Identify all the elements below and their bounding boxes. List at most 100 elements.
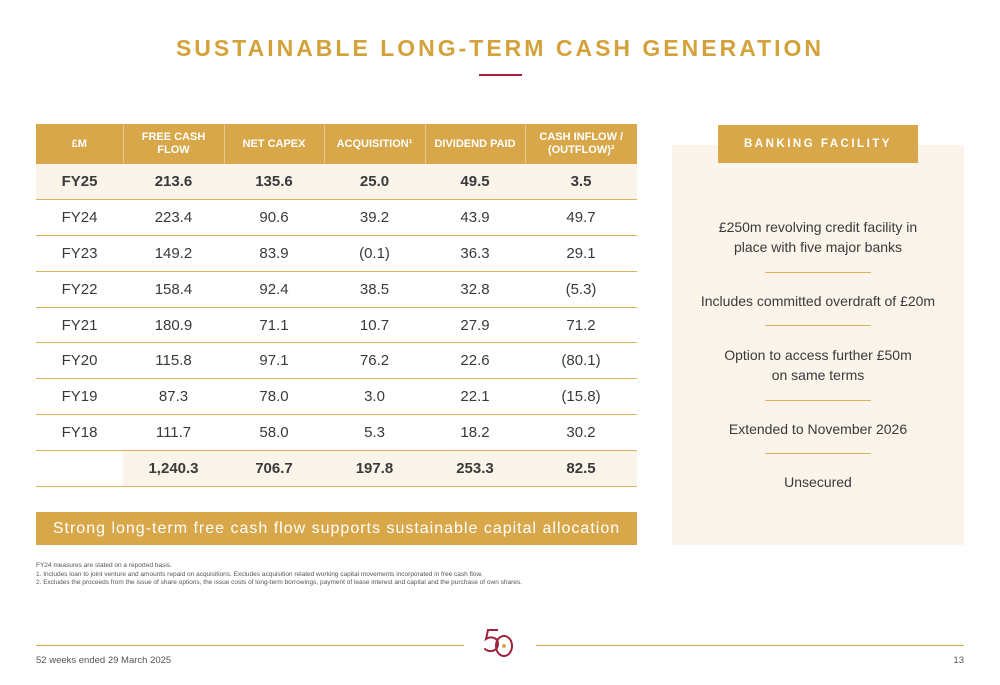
year-cell: FY20	[36, 342, 123, 380]
banking-item-line: Option to access further £50m	[724, 347, 912, 363]
banking-item: Extended to November 2026	[672, 419, 964, 439]
banking-item-line: £250m revolving credit facility in	[718, 219, 918, 235]
free-cash-flow-cell: 115.8	[123, 342, 224, 380]
dividend-paid-cell: 36.3	[425, 235, 525, 272]
cash-inflow-cell: (80.1)	[525, 342, 637, 380]
dividend-paid-cell: 43.9	[425, 199, 525, 237]
cash-inflow-cell: 49.7	[525, 199, 637, 237]
table-row: FY21 180.9 71.1 10.7 27.9 71.2	[36, 307, 637, 344]
footer-rule-left	[36, 645, 464, 646]
total-free-cash-flow: 1,240.3	[123, 450, 224, 487]
net-capex-cell: 83.9	[224, 235, 324, 272]
table-row: FY24 223.4 90.6 39.2 43.9 49.7	[36, 199, 637, 237]
dividend-paid-cell: 22.1	[425, 378, 525, 416]
acquisition-cell: 3.0	[324, 378, 425, 416]
acquisition-cell: 25.0	[324, 164, 425, 201]
table-row: FY18 111.7 58.0 5.3 18.2 30.2	[36, 414, 637, 451]
free-cash-flow-cell: 180.9	[123, 307, 224, 344]
free-cash-flow-cell: 213.6	[123, 164, 224, 201]
header-acquisition: ACQUISITION¹	[323, 124, 425, 164]
dividend-paid-cell: 49.5	[425, 164, 525, 201]
footer-rule-right	[536, 645, 964, 646]
free-cash-flow-cell: 149.2	[123, 235, 224, 272]
dividend-paid-cell: 27.9	[425, 307, 525, 344]
total-cash-inflow: 82.5	[525, 450, 637, 487]
free-cash-flow-cell: 111.7	[123, 414, 224, 451]
cash-inflow-cell: 3.5	[525, 164, 637, 201]
acquisition-cell: (0.1)	[324, 235, 425, 272]
divider	[765, 272, 871, 273]
year-cell: FY23	[36, 235, 123, 272]
banking-item-line: on same terms	[771, 367, 865, 383]
cash-inflow-cell: (15.8)	[525, 378, 637, 416]
totals-row: 1,240.3 706.7 197.8 253.3 82.5	[36, 450, 637, 487]
banking-item: £250m revolving credit facility in place…	[672, 217, 964, 257]
net-capex-cell: 71.1	[224, 307, 324, 344]
year-cell: FY18	[36, 414, 123, 451]
acquisition-cell: 39.2	[324, 199, 425, 237]
header-cash-inflow-outflow: CASH INFLOW / (OUTFLOW)²	[524, 124, 637, 164]
banking-item-line: Includes committed overdraft of £20m	[700, 293, 936, 309]
header-dividend-paid: DIVIDEND PAID	[424, 124, 525, 164]
page-number: 13	[953, 655, 964, 666]
footnote-basis: FY24 measures are stated on a reported b…	[36, 562, 172, 569]
banking-item: Option to access further £50m on same te…	[672, 345, 964, 385]
header-free-cash-flow: FREE CASH FLOW	[122, 124, 224, 164]
net-capex-cell: 58.0	[224, 414, 324, 451]
dividend-paid-cell: 32.8	[425, 271, 525, 308]
total-dividend-paid: 253.3	[425, 450, 525, 487]
net-capex-cell: 135.6	[224, 164, 324, 201]
free-cash-flow-cell: 158.4	[123, 271, 224, 308]
banking-facility-panel	[672, 145, 964, 545]
banking-facility-header: BANKING FACILITY	[718, 125, 918, 163]
banking-item-line: Extended to November 2026	[728, 421, 908, 437]
cash-inflow-cell: 30.2	[525, 414, 637, 451]
header-currency: £M	[36, 124, 123, 164]
banking-item: Includes committed overdraft of £20m	[672, 291, 964, 311]
free-cash-flow-cell: 87.3	[123, 378, 224, 416]
year-cell: FY24	[36, 199, 123, 237]
divider	[765, 453, 871, 454]
page-title: SUSTAINABLE LONG-TERM CASH GENERATION	[175, 35, 825, 61]
footnote-2: 2. Excludes the proceeds from the issue …	[36, 579, 522, 586]
net-capex-cell: 90.6	[224, 199, 324, 237]
anniversary-50-logo	[484, 629, 513, 657]
banking-item-line: place with five major banks	[733, 239, 903, 255]
year-cell: FY21	[36, 307, 123, 344]
year-cell: FY25	[36, 164, 123, 201]
banking-item-line: Unsecured	[784, 474, 852, 490]
table-header-row: £M FREE CASH FLOW NET CAPEX ACQUISITION¹…	[36, 124, 637, 164]
acquisition-cell: 38.5	[324, 271, 425, 308]
title-underline	[479, 74, 522, 76]
table-row: FY23 149.2 83.9 (0.1) 36.3 29.1	[36, 235, 637, 272]
summary-banner: Strong long-term free cash flow supports…	[36, 512, 637, 545]
table-row: FY20 115.8 97.1 76.2 22.6 (80.1)	[36, 342, 637, 380]
cash-flow-table: £M FREE CASH FLOW NET CAPEX ACQUISITION¹…	[36, 124, 637, 487]
cash-inflow-cell: (5.3)	[525, 271, 637, 308]
footnote-1: 1. Includes loan to joint venture and am…	[36, 570, 483, 578]
footnotes: FY24 measures are stated on a reported b…	[36, 562, 656, 588]
year-cell: FY19	[36, 378, 123, 416]
dividend-paid-cell: 22.6	[425, 342, 525, 380]
net-capex-cell: 78.0	[224, 378, 324, 416]
total-net-capex: 706.7	[224, 450, 324, 487]
header-net-capex: NET CAPEX	[223, 124, 324, 164]
net-capex-cell: 97.1	[224, 342, 324, 380]
acquisition-cell: 10.7	[324, 307, 425, 344]
footer-period: 52 weeks ended 29 March 2025	[36, 655, 172, 666]
cash-inflow-cell: 29.1	[525, 235, 637, 272]
acquisition-cell: 76.2	[324, 342, 425, 380]
table-row: FY19 87.3 78.0 3.0 22.1 (15.8)	[36, 378, 637, 416]
total-acquisition: 197.8	[324, 450, 425, 487]
year-cell: FY22	[36, 271, 123, 308]
divider	[765, 400, 871, 401]
dividend-paid-cell: 18.2	[425, 414, 525, 451]
free-cash-flow-cell: 223.4	[123, 199, 224, 237]
table-row: FY22 158.4 92.4 38.5 32.8 (5.3)	[36, 271, 637, 308]
totals-label-cell	[36, 450, 123, 487]
divider	[765, 325, 871, 326]
table-row: FY25 213.6 135.6 25.0 49.5 3.5	[36, 164, 637, 201]
net-capex-cell: 92.4	[224, 271, 324, 308]
banking-item: Unsecured	[672, 472, 964, 492]
cash-inflow-cell: 71.2	[525, 307, 637, 344]
